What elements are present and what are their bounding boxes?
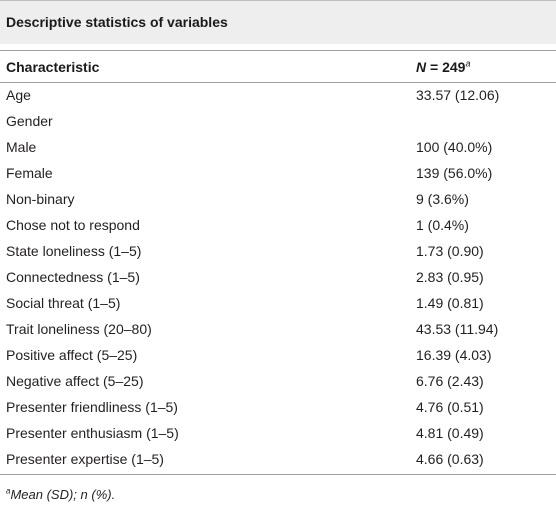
value-cell: 9 (3.6%)	[416, 191, 469, 207]
table-row: Presenter expertise (1–5) 4.66 (0.63)	[0, 446, 556, 472]
value-cell: 16.39 (4.03)	[416, 347, 492, 363]
value-cell: 1.49 (0.81)	[416, 295, 484, 311]
characteristic-cell: Gender	[6, 113, 53, 129]
characteristic-cell: Male	[6, 139, 37, 155]
table-row: Female 139 (56.0%)	[0, 160, 556, 186]
characteristic-cell: Social threat (1–5)	[6, 295, 121, 311]
table-row: Trait loneliness (20–80) 43.53 (11.94)	[0, 316, 556, 342]
value-cell: 139 (56.0%)	[416, 165, 493, 181]
table-caption-bar: Descriptive statistics of variables	[0, 0, 556, 44]
value-cell: 1.73 (0.90)	[416, 243, 484, 259]
value-cell	[416, 108, 556, 134]
characteristic-cell: Connectedness (1–5)	[6, 269, 140, 285]
value-cell: 1 (0.4%)	[416, 217, 469, 233]
table-row: Age 33.57 (12.06)	[0, 82, 556, 108]
characteristic-cell: Age	[6, 87, 31, 103]
value-cell: 4.81 (0.49)	[416, 425, 484, 441]
n-footnote-marker: a	[465, 58, 471, 69]
table-body: Age 33.57 (12.06) Gender Male 100 (40.0%) Fem…	[0, 82, 556, 472]
table-row: Non-binary 9 (3.6%)	[0, 186, 556, 212]
characteristic-cell: Positive affect (5–25)	[6, 347, 138, 363]
n-symbol: N	[416, 59, 427, 75]
characteristic-cell: Presenter expertise (1–5)	[6, 451, 164, 467]
table-footnote: aMean (SD); n (%).	[6, 487, 115, 502]
value-cell: 2.83 (0.95)	[416, 269, 484, 285]
characteristic-cell: Chose not to respond	[6, 217, 140, 233]
characteristic-cell: Negative affect (5–25)	[6, 373, 144, 389]
table-top-rule	[0, 50, 556, 51]
n-value: = 249	[426, 59, 466, 75]
characteristic-cell: Non-binary	[6, 191, 75, 207]
characteristic-cell: Trait loneliness (20–80)	[6, 321, 152, 337]
table-row: Positive affect (5–25) 16.39 (4.03)	[0, 342, 556, 368]
table-header-rule	[0, 82, 556, 83]
table-row: Presenter friendliness (1–5) 4.76 (0.51)	[0, 394, 556, 420]
value-cell: 4.76 (0.51)	[416, 399, 484, 415]
table-row: Negative affect (5–25) 6.76 (2.43)	[0, 368, 556, 394]
value-cell: 4.66 (0.63)	[416, 451, 484, 467]
table-row: Connectedness (1–5) 2.83 (0.95)	[0, 264, 556, 290]
value-cell: 100 (40.0%)	[416, 139, 493, 155]
column-header-characteristic: Characteristic	[6, 59, 100, 75]
characteristic-cell: Female	[6, 165, 53, 181]
table-row: Presenter enthusiasm (1–5) 4.81 (0.49)	[0, 420, 556, 446]
table-row: Chose not to respond 1 (0.4%)	[0, 212, 556, 238]
value-cell: 33.57 (12.06)	[416, 87, 500, 103]
value-cell: 6.76 (2.43)	[416, 373, 484, 389]
table-row: Social threat (1–5) 1.49 (0.81)	[0, 290, 556, 316]
column-header-n: N = 249a	[416, 52, 556, 82]
footnote-text: Mean (SD); n (%).	[10, 487, 116, 502]
table-header-row: Characteristic N = 249a	[0, 52, 556, 82]
value-cell: 43.53 (11.94)	[416, 321, 499, 337]
descriptive-statistics-table: Characteristic N = 249a Age 33.57 (12.06)…	[0, 52, 556, 472]
table-row: Male 100 (40.0%)	[0, 134, 556, 160]
table-caption: Descriptive statistics of variables	[6, 14, 228, 30]
characteristic-cell: Presenter friendliness (1–5)	[6, 399, 178, 415]
table-row: State loneliness (1–5) 1.73 (0.90)	[0, 238, 556, 264]
table-row: Gender	[0, 108, 556, 134]
characteristic-cell: Presenter enthusiasm (1–5)	[6, 425, 179, 441]
characteristic-cell: State loneliness (1–5)	[6, 243, 142, 259]
table-bottom-rule	[0, 474, 556, 475]
footnote-marker: a	[6, 486, 11, 496]
